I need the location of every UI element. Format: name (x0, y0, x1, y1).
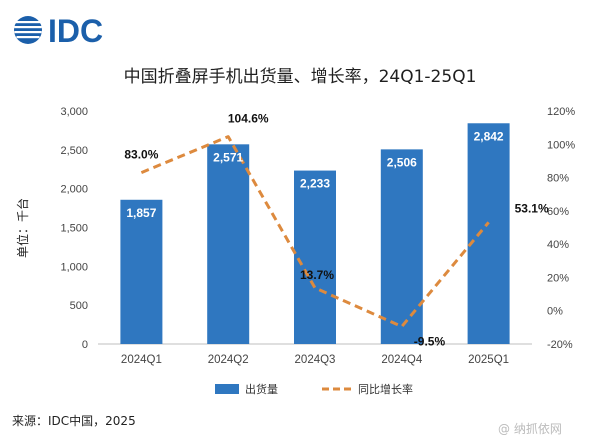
y2-tick-label: 20% (547, 272, 569, 284)
bar-value-label: 2,233 (300, 177, 330, 191)
x-tick-label: 2024Q4 (381, 354, 423, 366)
legend-label-line: 同比增长率 (358, 382, 413, 396)
growth-rate-line (140, 135, 490, 329)
y-tick-label: 0 (82, 339, 88, 351)
y-tick-label: 2,500 (60, 145, 88, 157)
y2-tick-label: 80% (547, 173, 569, 185)
globe-circle (14, 16, 42, 44)
idc-logo: IDC (14, 13, 103, 49)
y2-tick-label: 100% (547, 139, 575, 151)
bar-value-label: 2,571 (213, 150, 243, 164)
chart-title: 中国折叠屏手机出货量、增长率，24Q1-25Q1 (124, 67, 477, 87)
line-value-label: 104.6% (228, 112, 269, 126)
y2-tick-label: 60% (547, 206, 569, 218)
bar-value-label: 2,842 (474, 129, 504, 143)
bar (380, 149, 423, 344)
legend: 出货量 同比增长率 (215, 382, 413, 396)
x-tick-label: 2025Q1 (468, 354, 509, 366)
line-value-label: 53.1% (515, 201, 549, 215)
legend-label-bar: 出货量 (245, 382, 278, 396)
y-tick-label: 3,000 (60, 106, 88, 118)
y2-tick-label: 0% (547, 306, 563, 318)
line-value-label: 13.7% (300, 268, 334, 282)
y-tick-label: 1,500 (60, 223, 88, 235)
bar (120, 199, 163, 344)
y2-tick-label: 120% (547, 106, 575, 118)
legend-swatch-bar (215, 384, 239, 394)
y-tick-label: 500 (70, 300, 88, 312)
line-value-label: -9.5% (414, 335, 446, 349)
bar (294, 170, 336, 344)
logo-text: IDC (48, 13, 103, 49)
globe-stripe (14, 31, 42, 34)
globe-stripe (14, 26, 42, 29)
data-labels: 1,857 2,571 2,233 2,506 2,842 83.0% 104.6% 13.7… (124, 112, 549, 349)
bar-value-label: 2,506 (387, 155, 417, 169)
source-note: 来源：IDC中国，2025 (12, 413, 136, 428)
bar (207, 144, 250, 344)
y-tick-label: 2,000 (60, 184, 88, 196)
globe-stripe (16, 36, 40, 39)
axes: 0 500 1,000 1,500 2,000 2,500 3,000 -20% 0% 20% 40… (60, 106, 575, 366)
bar (467, 123, 510, 344)
y-tick-label: 1,000 (60, 261, 88, 273)
y2-tick-label: -20% (547, 339, 573, 351)
globe-stripe (15, 21, 41, 24)
bar-value-label: 1,857 (126, 206, 156, 220)
x-tick-label: 2024Q2 (208, 354, 249, 366)
watermark: @ 纳抓依网 (498, 421, 562, 436)
idc-globe-icon (14, 16, 42, 44)
y-axis-label: 单位：千台 (15, 198, 30, 258)
line-value-label: 83.0% (124, 148, 158, 162)
x-tick-label: 2024Q3 (295, 354, 336, 366)
growth-line (140, 135, 490, 329)
y2-tick-label: 40% (547, 239, 569, 251)
x-tick-label: 2024Q1 (121, 354, 162, 366)
